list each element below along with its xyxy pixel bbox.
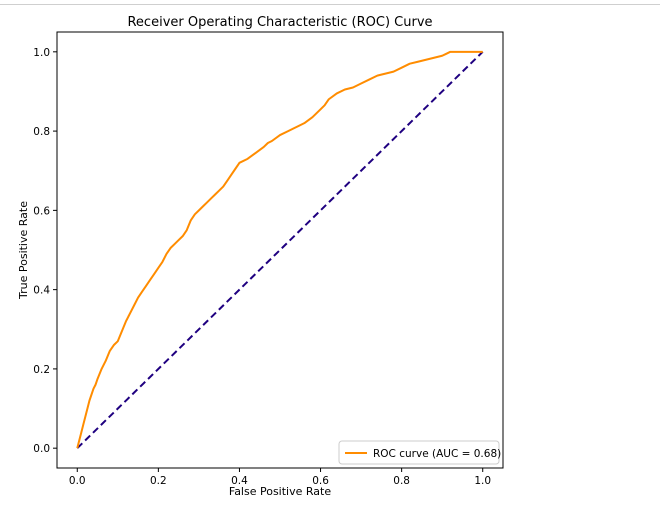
roc-curve-line [76,50,483,449]
x-axis-ticks: 0.0 0.2 0.4 0.6 0.8 1.0 [69,468,491,487]
legend: ROC curve (AUC = 0.68) [338,440,501,465]
legend-box [338,440,500,465]
y-tick-label: 0.2 [33,364,50,376]
top-border [0,0,660,5]
series-layer [76,50,484,449]
x-tick-label: 0.4 [231,475,248,487]
y-tick-label: 0.6 [33,205,50,217]
plot-area [57,32,503,468]
y-tick-label: 0.0 [33,443,50,455]
chart-title: Receiver Operating Characteristic (ROC) … [127,15,432,30]
plot-border [56,31,504,469]
x-tick-label: 0.6 [312,475,329,487]
x-axis-label: False Positive Rate [229,485,331,498]
y-axis-label: True Positive Rate [17,201,30,300]
legend-label-roc: ROC curve (AUC = 0.68) [373,448,501,460]
x-tick-label: 1.0 [474,475,491,487]
chance-diagonal-line [76,51,484,449]
y-tick-label: 0.4 [33,285,50,297]
y-tick-label: 0.8 [33,126,50,138]
x-tick-label: 0.8 [393,475,410,487]
x-tick-label: 0.0 [69,475,86,487]
x-tick-label: 0.2 [150,475,167,487]
y-axis-ticks: 0.0 0.2 0.4 0.6 0.8 1.0 [33,47,57,455]
y-tick-label: 1.0 [33,47,50,59]
